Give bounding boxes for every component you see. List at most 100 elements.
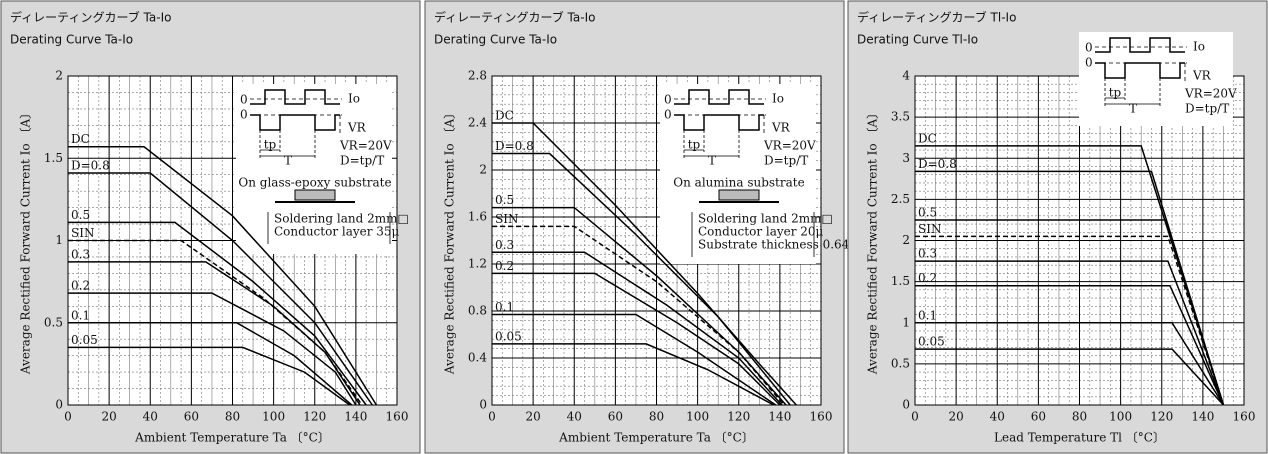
annotation: On glass-epoxy substrate: [238, 176, 391, 190]
series-label: DC: [71, 132, 90, 146]
curve: [492, 122, 797, 406]
series-label: 0.05: [71, 333, 98, 347]
io-waveform: [1095, 37, 1185, 53]
io-waveform: [250, 89, 340, 105]
series-label: 0.05: [495, 329, 522, 343]
period-arrows: [1105, 97, 1160, 105]
x-tick-label: 0: [488, 410, 496, 424]
x-tick-label: 140: [344, 410, 367, 424]
x-tick-label: 20: [101, 410, 116, 424]
x-axis-label: Ambient Temperature Ta 〔°C〕: [134, 431, 330, 445]
curve: [915, 348, 1224, 406]
y-tick-label: 2: [902, 233, 910, 247]
curve: [68, 346, 351, 406]
annotation: 0: [240, 108, 248, 122]
annotation: tp: [688, 138, 701, 152]
series-label: D=0.8: [918, 157, 957, 171]
x-tick-label: 40: [990, 410, 1005, 424]
x-tick-label: 100: [1109, 410, 1132, 424]
curve: [68, 322, 353, 406]
y-tick-label: 1.2: [468, 257, 487, 271]
inset-bg: [660, 84, 816, 264]
vr-waveform: [250, 114, 340, 131]
period-arrows: [260, 149, 315, 157]
curve: [492, 251, 783, 406]
y-tick-label: 2: [479, 163, 487, 177]
curve: [492, 313, 777, 406]
annotation: 0: [1085, 41, 1093, 55]
y-tick-label: 0.5: [44, 315, 63, 329]
io-waveform: [674, 89, 764, 105]
y-tick-label: 2.5: [891, 192, 910, 206]
series-label: 0.1: [918, 308, 937, 322]
annotation: D=tp/T: [340, 154, 384, 168]
y-tick-label: 1.5: [44, 151, 63, 165]
y-tick-label: 0: [55, 398, 63, 412]
annotation: VR: [771, 121, 791, 135]
curve: [915, 235, 1225, 406]
curve: [68, 239, 363, 406]
period-guides: [683, 130, 740, 160]
vr-level: [250, 114, 342, 135]
annotation: tp: [264, 138, 277, 152]
x-tick-label: 100: [686, 410, 709, 424]
curve: [68, 261, 361, 406]
y-axis-label: Average Rectified Forward Current Io 〔A〕: [443, 107, 457, 375]
curve: [915, 322, 1225, 406]
x-tick-label: 20: [948, 410, 963, 424]
curve: [68, 145, 378, 406]
y-tick-label: 2: [55, 69, 63, 83]
series-label: SIN: [918, 222, 941, 236]
annotation: Conductor layer 20μ: [698, 225, 824, 239]
y-tick-label: 1.5: [891, 274, 910, 288]
x-tick-label: 40: [143, 410, 158, 424]
y-tick-label: 1: [55, 233, 63, 247]
x-axis-label: Ambient Temperature Ta 〔°C〕: [558, 431, 754, 445]
chart-title: ディレーティングカーブ Ta-Io: [10, 10, 171, 25]
annotation: 0: [240, 93, 248, 107]
y-tick-label: 0.5: [891, 356, 910, 370]
annotation: 0: [664, 93, 672, 107]
x-tick-label: 160: [1233, 410, 1256, 424]
series-label: 0.2: [918, 271, 937, 285]
x-axis-label: Lead Temperature Tl 〔°C〕: [994, 431, 1165, 445]
chart-title: ディレーティングカーブ Ta-Io: [434, 10, 595, 25]
series-label: 0.3: [918, 247, 937, 261]
series-label: SIN: [71, 226, 94, 240]
curve: [915, 284, 1225, 406]
annotation: On alumina substrate: [673, 176, 804, 190]
x-tick-label: 120: [1150, 410, 1173, 424]
series-label: 0.1: [495, 300, 514, 314]
series-label: 0.3: [495, 238, 514, 252]
series-label: SIN: [495, 212, 518, 226]
annotation: Io: [1193, 40, 1205, 54]
curve: [68, 292, 357, 406]
annotation: Soldering land 2mm□: [698, 212, 833, 226]
vr-waveform: [1095, 62, 1185, 79]
series-label: DC: [495, 109, 514, 123]
x-tick-label: 80: [225, 410, 240, 424]
annotation: D=tp/T: [1185, 102, 1229, 116]
period-guides: [259, 130, 316, 160]
spec-bracket: [267, 212, 391, 244]
chart-subtitle: Derating Curve Ta-Io: [434, 33, 557, 47]
curve: [915, 219, 1225, 406]
annotation: Conductor layer 35μ: [274, 225, 400, 239]
curve: [492, 152, 791, 406]
series-label: DC: [918, 131, 937, 145]
curve: [68, 221, 367, 406]
annotation: D=tp/T: [764, 154, 808, 168]
y-tick-label: 1.6: [468, 210, 487, 224]
y-tick-label: 0.4: [468, 351, 487, 365]
spec-bracket: [691, 212, 815, 257]
x-tick-label: 60: [184, 410, 199, 424]
curve: [492, 272, 781, 406]
series-label: 0.05: [918, 335, 945, 349]
curve: [915, 260, 1225, 406]
period-guides: [1104, 78, 1161, 108]
annotation: 0: [664, 108, 672, 122]
series-label: 0.2: [71, 279, 90, 293]
x-tick-label: 140: [768, 410, 791, 424]
